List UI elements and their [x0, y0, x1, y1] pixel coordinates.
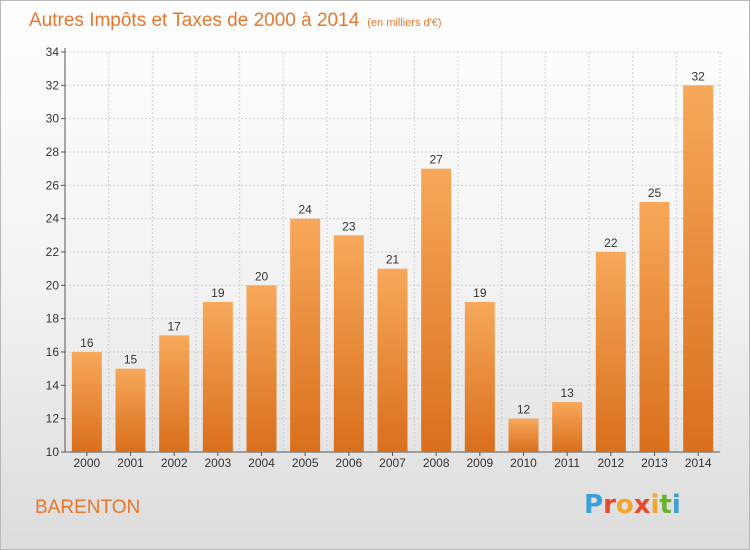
bar-2014 — [683, 85, 714, 452]
bar-value-label: 13 — [560, 386, 574, 400]
bar-2006 — [333, 235, 364, 452]
labels: 10 12 14 16 18 20 22 24 26 28 30 32 34 16 2000 15 2001 17… — [46, 45, 712, 470]
x-tick-label: 2009 — [466, 456, 493, 470]
bar-value-label: 15 — [124, 353, 138, 367]
y-tick-label: 28 — [46, 145, 60, 159]
bar-value-label: 17 — [167, 319, 181, 333]
x-tick-label: 2007 — [379, 456, 406, 470]
y-tick-label: 20 — [46, 278, 60, 292]
x-tick-label: 2003 — [204, 456, 231, 470]
bar-2011 — [552, 402, 583, 452]
y-tick-label: 12 — [46, 412, 60, 426]
chart-unit-note: (en milliers d'€) — [367, 17, 442, 29]
bar-2013 — [639, 202, 670, 452]
bar-2002 — [159, 335, 190, 452]
bar-2010 — [508, 418, 539, 452]
bar-2001 — [115, 368, 146, 452]
bar-value-label: 16 — [80, 336, 94, 350]
y-tick-label: 10 — [46, 445, 60, 459]
bar-value-label: 21 — [386, 253, 400, 267]
bar-value-label: 19 — [211, 286, 225, 300]
y-tick-label: 30 — [46, 112, 60, 126]
x-tick-label: 2013 — [641, 456, 668, 470]
commune-name: BARENTON — [35, 497, 141, 518]
logo-letter: o — [615, 490, 634, 520]
bar-2008 — [421, 168, 452, 452]
y-tick-label: 32 — [46, 78, 60, 92]
logo-letter: t — [659, 490, 672, 520]
x-tick-label: 2010 — [510, 456, 537, 470]
x-tick-label: 2005 — [292, 456, 319, 470]
bar-value-label: 25 — [648, 186, 662, 200]
logo-letter: P — [584, 490, 604, 520]
chart-title-text: Autres Impôts et Taxes de 2000 à 2014 — [29, 10, 360, 31]
x-tick-label: 2011 — [554, 456, 580, 470]
x-tick-label: 2012 — [597, 456, 624, 470]
bar-value-label: 23 — [342, 219, 356, 233]
proxiti-logo: Proxiti — [584, 490, 681, 520]
y-tick-label: 16 — [46, 345, 60, 359]
logo-letter: i — [650, 490, 660, 520]
bar-2000 — [71, 352, 102, 452]
bar-2005 — [290, 218, 321, 452]
y-tick-label: 14 — [46, 378, 60, 392]
y-tick-label: 26 — [46, 178, 60, 192]
bar-value-label: 19 — [473, 286, 487, 300]
x-tick-label: 2008 — [423, 456, 450, 470]
x-tick-label: 2014 — [685, 456, 712, 470]
bar-value-label: 12 — [517, 403, 531, 417]
y-tick-label: 34 — [46, 45, 60, 59]
bar-2003 — [202, 302, 233, 452]
y-tick-label: 18 — [46, 312, 60, 326]
y-tick-label: 22 — [46, 245, 60, 259]
bars — [71, 85, 714, 452]
bar-2009 — [464, 302, 495, 452]
bar-value-label: 24 — [298, 203, 312, 217]
x-tick-label: 2006 — [335, 456, 362, 470]
bar-value-label: 32 — [691, 69, 705, 83]
x-tick-label: 2001 — [117, 456, 144, 470]
bar-2007 — [377, 268, 408, 452]
x-tick-label: 2002 — [161, 456, 188, 470]
x-tick-label: 2004 — [248, 456, 275, 470]
x-tick-label: 2000 — [73, 456, 100, 470]
logo-letter: r — [603, 490, 616, 520]
bar-value-label: 20 — [255, 269, 269, 283]
bar-value-label: 22 — [604, 236, 618, 250]
logo-letter: i — [671, 490, 681, 520]
bar-2012 — [595, 252, 626, 452]
bar-2004 — [246, 285, 277, 452]
bar-value-label: 27 — [429, 153, 443, 167]
chart-title: Autres Impôts et Taxes de 2000 à 2014 (en… — [29, 10, 442, 32]
logo-letter: x — [633, 490, 651, 520]
y-tick-label: 24 — [46, 212, 60, 226]
